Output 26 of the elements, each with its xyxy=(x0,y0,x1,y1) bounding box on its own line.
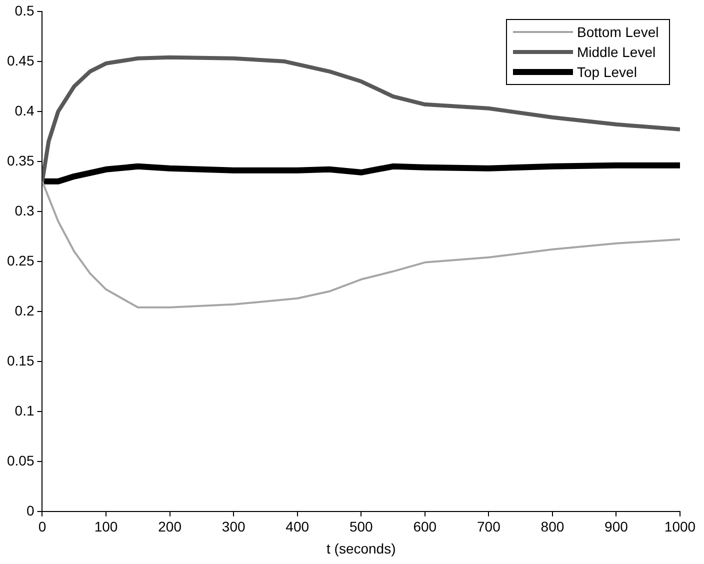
x-tick-label: 300 xyxy=(222,518,246,535)
x-tick-label: 100 xyxy=(94,518,118,535)
y-tick-label: 0.5 xyxy=(14,2,34,18)
x-tick-label: 1000 xyxy=(664,518,696,535)
y-tick-label: 0.45 xyxy=(7,52,34,68)
x-tick-label: 600 xyxy=(413,518,437,535)
y-tick-label: 0 xyxy=(26,502,34,518)
x-tick-label: 0 xyxy=(38,518,46,535)
legend-label: Middle Level xyxy=(577,44,656,60)
x-tick-label: 500 xyxy=(349,518,374,535)
x-axis-title: t (seconds) xyxy=(326,540,396,556)
legend-label: Bottom Level xyxy=(577,24,659,40)
x-tick-label: 400 xyxy=(286,518,310,535)
legend-label: Top Level xyxy=(577,64,637,80)
y-tick-label: 0.35 xyxy=(7,152,34,168)
y-tick-label: 0.25 xyxy=(7,252,34,268)
y-tick-label: 0.2 xyxy=(14,302,34,318)
y-tick-label: 0.15 xyxy=(7,352,34,368)
y-tick-label: 0.05 xyxy=(7,452,34,468)
x-tick-label: 200 xyxy=(158,518,182,535)
y-tick-label: 0.4 xyxy=(14,102,34,118)
y-tick-label: 0.3 xyxy=(14,202,34,218)
y-tick-label: 0.1 xyxy=(14,402,34,418)
x-tick-label: 800 xyxy=(540,518,564,535)
x-tick-label: 900 xyxy=(604,518,628,535)
x-tick-label: 700 xyxy=(476,518,501,535)
